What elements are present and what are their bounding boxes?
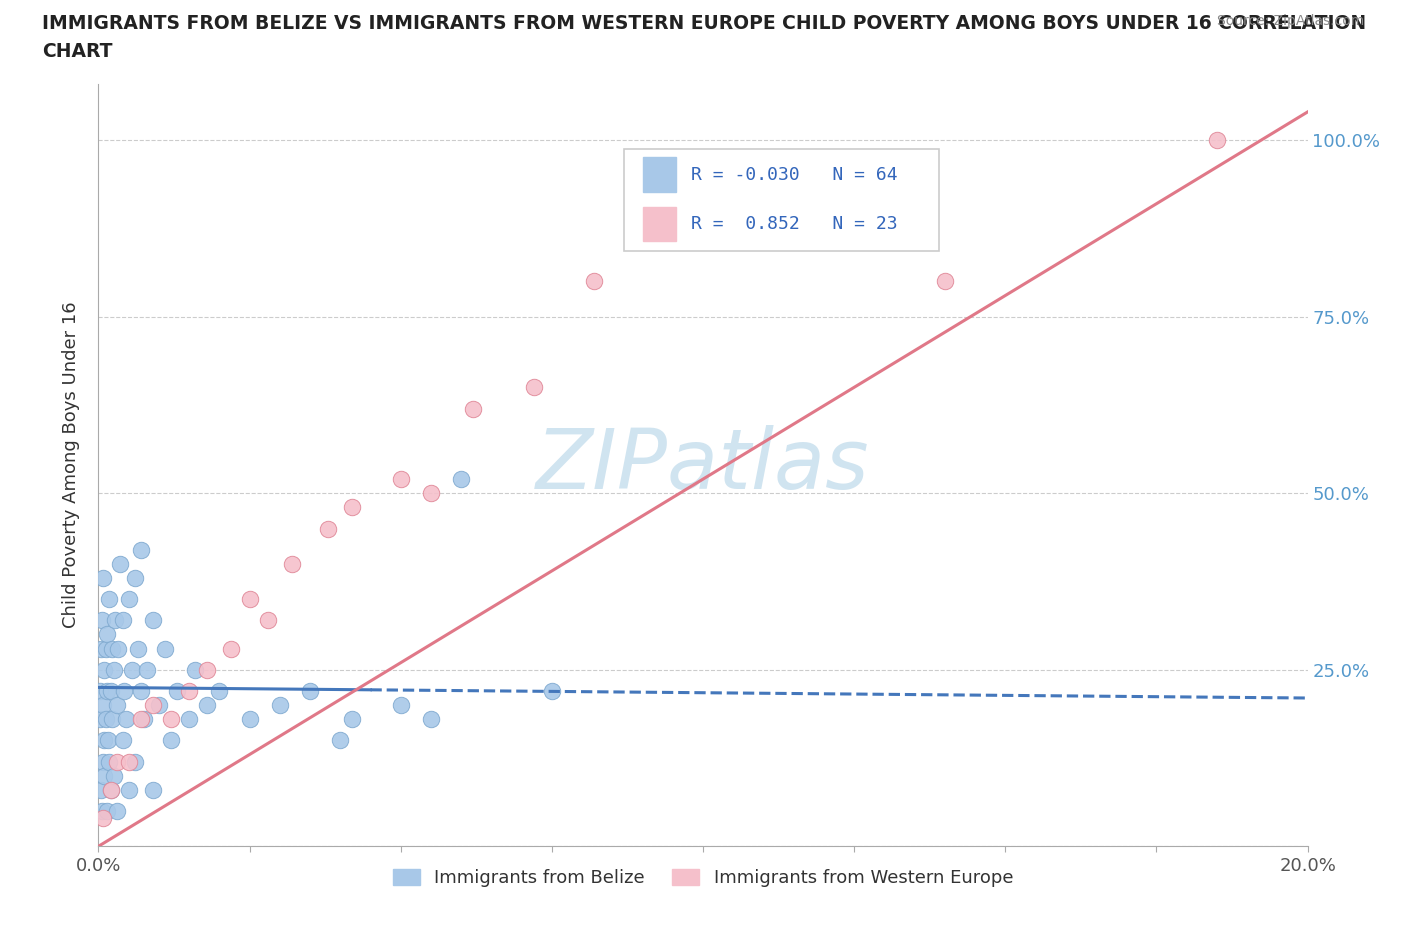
Point bbox=[142, 698, 165, 712]
Point bbox=[91, 613, 114, 628]
Point bbox=[100, 641, 122, 656]
Point bbox=[103, 768, 125, 783]
Point bbox=[96, 804, 118, 818]
Text: CHART: CHART bbox=[42, 42, 112, 60]
Point bbox=[89, 684, 111, 698]
Text: R =  0.852   N = 23: R = 0.852 N = 23 bbox=[690, 215, 897, 233]
Point bbox=[105, 698, 128, 712]
Point bbox=[221, 641, 243, 656]
Point bbox=[208, 684, 231, 698]
Point bbox=[124, 754, 146, 769]
Text: Source: ZipAtlas.com: Source: ZipAtlas.com bbox=[1216, 14, 1364, 28]
Text: IMMIGRANTS FROM BELIZE VS IMMIGRANTS FROM WESTERN EUROPE CHILD POVERTY AMONG BOY: IMMIGRANTS FROM BELIZE VS IMMIGRANTS FRO… bbox=[42, 14, 1367, 33]
Point bbox=[342, 711, 364, 726]
Point bbox=[135, 662, 157, 677]
Point bbox=[153, 641, 176, 656]
Point bbox=[91, 570, 114, 585]
Point bbox=[100, 684, 122, 698]
Point bbox=[583, 274, 606, 289]
Point bbox=[111, 733, 134, 748]
Point bbox=[105, 754, 128, 769]
Point bbox=[420, 711, 443, 726]
Point bbox=[692, 218, 714, 232]
Point bbox=[420, 485, 443, 500]
Text: R = -0.030   N = 64: R = -0.030 N = 64 bbox=[690, 166, 897, 183]
Point bbox=[129, 684, 152, 698]
Point bbox=[389, 472, 412, 486]
Point bbox=[118, 591, 141, 606]
Point bbox=[98, 754, 121, 769]
Point bbox=[129, 711, 152, 726]
Point bbox=[179, 711, 201, 726]
Point bbox=[118, 754, 141, 769]
Point bbox=[142, 782, 165, 797]
Point bbox=[96, 627, 118, 642]
Point bbox=[112, 684, 135, 698]
Point bbox=[127, 641, 149, 656]
Point bbox=[100, 782, 122, 797]
Point bbox=[91, 754, 114, 769]
Point bbox=[129, 542, 152, 557]
Point bbox=[121, 662, 143, 677]
Point bbox=[94, 641, 117, 656]
Bar bbox=[643, 206, 676, 241]
Point bbox=[299, 684, 322, 698]
Point bbox=[100, 782, 122, 797]
Point bbox=[132, 711, 155, 726]
Point bbox=[523, 379, 546, 394]
Point bbox=[93, 662, 115, 677]
Point bbox=[96, 684, 118, 698]
Point bbox=[148, 698, 170, 712]
Point bbox=[239, 591, 262, 606]
Point bbox=[342, 500, 364, 515]
Point bbox=[89, 711, 111, 726]
Point bbox=[104, 613, 127, 628]
Point bbox=[195, 698, 218, 712]
Point bbox=[239, 711, 262, 726]
Point bbox=[450, 472, 472, 486]
Point bbox=[101, 711, 124, 726]
Point bbox=[1206, 133, 1229, 148]
Point bbox=[142, 613, 165, 628]
Point bbox=[160, 733, 183, 748]
Point bbox=[269, 698, 291, 712]
Text: ZIPatlas: ZIPatlas bbox=[536, 424, 870, 506]
Point bbox=[316, 521, 339, 536]
FancyBboxPatch shape bbox=[624, 149, 939, 251]
Point bbox=[463, 401, 485, 416]
Point bbox=[184, 662, 207, 677]
Point bbox=[256, 613, 278, 628]
Point bbox=[118, 782, 141, 797]
Point bbox=[540, 684, 562, 698]
Point bbox=[97, 733, 120, 748]
Point bbox=[96, 711, 118, 726]
Point bbox=[105, 804, 128, 818]
Point bbox=[91, 698, 114, 712]
Point bbox=[97, 591, 120, 606]
Point bbox=[93, 768, 115, 783]
Point bbox=[389, 698, 412, 712]
Point bbox=[111, 613, 134, 628]
Point bbox=[934, 274, 956, 289]
Point bbox=[166, 684, 188, 698]
Point bbox=[93, 733, 115, 748]
Point bbox=[160, 711, 183, 726]
Point bbox=[90, 782, 112, 797]
Point bbox=[91, 804, 114, 818]
Point bbox=[90, 641, 112, 656]
Point bbox=[195, 662, 218, 677]
Point bbox=[329, 733, 352, 748]
Y-axis label: Child Poverty Among Boys Under 16: Child Poverty Among Boys Under 16 bbox=[62, 301, 80, 629]
Point bbox=[107, 641, 129, 656]
Bar bbox=[643, 157, 676, 192]
Point bbox=[179, 684, 201, 698]
Point bbox=[114, 711, 136, 726]
Point bbox=[281, 556, 304, 571]
Point bbox=[91, 811, 114, 826]
Point bbox=[103, 662, 125, 677]
Legend: Immigrants from Belize, Immigrants from Western Europe: Immigrants from Belize, Immigrants from … bbox=[385, 862, 1021, 895]
Point bbox=[124, 570, 146, 585]
Point bbox=[108, 556, 131, 571]
